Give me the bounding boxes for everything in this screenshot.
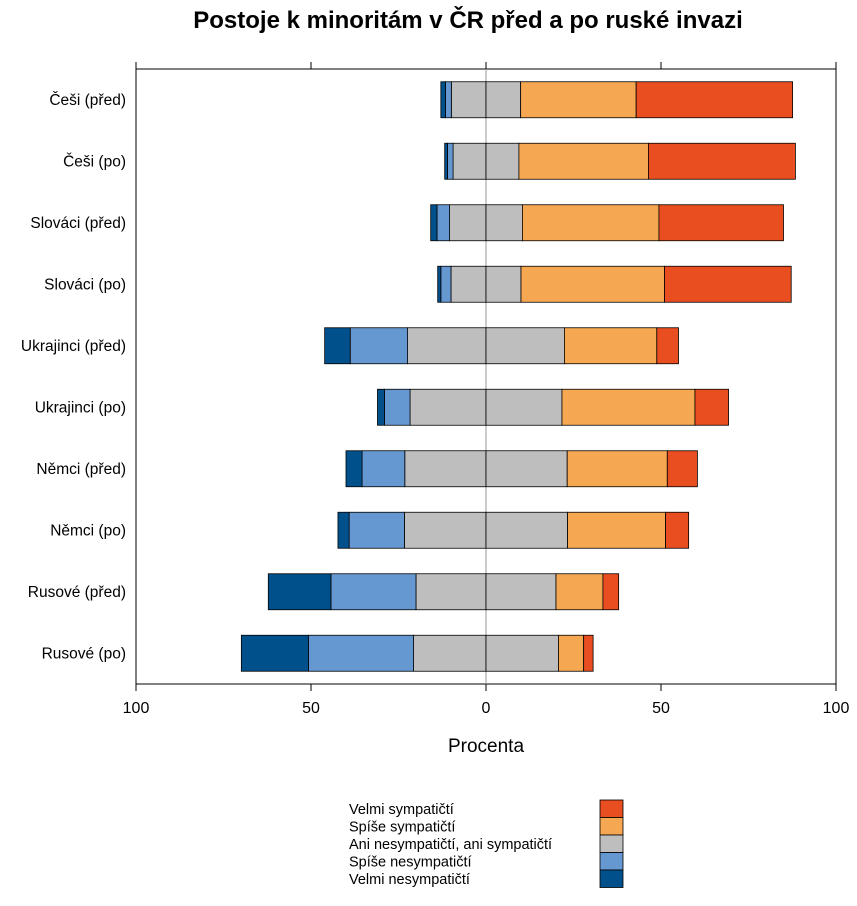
- x-tick-label: 0: [482, 700, 491, 717]
- category-label: Němci (před): [36, 461, 126, 478]
- bar-segment: [345, 450, 363, 488]
- x-tick-label: 50: [652, 700, 670, 717]
- category-label: Ukrajinci (před): [21, 338, 126, 355]
- bar-segment: [635, 81, 794, 119]
- category-label: Němci (po): [50, 522, 126, 539]
- bar-segment: [564, 327, 658, 365]
- bar-segment: [485, 204, 523, 242]
- bar-segment: [567, 511, 666, 549]
- legend-label: Velmi sympatičtí: [349, 802, 454, 818]
- bar-segment: [449, 204, 487, 242]
- plot-area: Češi (před) Češi (po) Slováci (před) Slovác…: [21, 62, 850, 717]
- bar-segment: [440, 265, 452, 303]
- bar-segment: [485, 450, 568, 488]
- bar-segment: [602, 573, 620, 611]
- legend-swatch: [599, 799, 624, 818]
- x-tick-label: 100: [123, 700, 150, 717]
- bar-segment: [520, 265, 665, 303]
- bar-segment: [267, 573, 332, 611]
- bar-segment: [407, 327, 487, 365]
- bar-segment: [694, 388, 729, 426]
- bar-segment: [444, 81, 452, 119]
- bar-segment: [485, 81, 522, 119]
- bar-segment: [558, 634, 585, 672]
- bar-segment: [658, 204, 784, 242]
- category-label: Ukrajinci (po): [35, 399, 126, 416]
- bar-segment: [444, 142, 448, 180]
- bar-segment: [485, 142, 520, 180]
- bar-segment: [436, 204, 450, 242]
- bar-segment: [450, 265, 487, 303]
- bar-segment: [566, 450, 668, 488]
- category-label: Rusové (po): [42, 645, 126, 662]
- legend-label: Velmi nesympatičtí: [349, 872, 470, 888]
- category-label: Češi (před): [49, 92, 126, 109]
- legend-label: Ani nesympatičtí, ani sympatičtí: [349, 837, 552, 853]
- bar-segment: [485, 511, 568, 549]
- bar-segment: [583, 634, 594, 672]
- bar-segment: [324, 327, 351, 365]
- bar-segment: [485, 388, 563, 426]
- bar-segment: [413, 634, 487, 672]
- bar-segment: [450, 81, 487, 119]
- category-label: Rusové (před): [28, 584, 126, 601]
- legend-swatch: [599, 852, 624, 871]
- bar-segment: [337, 511, 350, 549]
- bar-segment: [404, 511, 487, 549]
- bar-segment: [555, 573, 604, 611]
- category-label: Slováci (před): [30, 215, 126, 232]
- bar-segment: [522, 204, 660, 242]
- x-axis-label: Procenta: [448, 736, 524, 757]
- bar-segment: [561, 388, 696, 426]
- bar-segment: [656, 327, 679, 365]
- bar-segment: [308, 634, 414, 672]
- bar-segment: [440, 81, 446, 119]
- category-label: Slováci (po): [44, 276, 126, 293]
- x-tick-label: 100: [823, 700, 850, 717]
- legend-swatch: [599, 834, 624, 853]
- legend-swatch: [599, 869, 624, 888]
- x-tick-label: 50: [302, 700, 320, 717]
- bar-segment: [520, 81, 637, 119]
- bar-segment: [485, 573, 557, 611]
- legend-label: Spíše nesympatičtí: [349, 855, 472, 871]
- bar-segment: [330, 573, 417, 611]
- bar-segment: [437, 265, 442, 303]
- bar-segment: [415, 573, 487, 611]
- bar-segment: [361, 450, 406, 488]
- legend-swatch: [599, 817, 624, 836]
- bar-segment: [648, 142, 796, 180]
- bar-segment: [430, 204, 438, 242]
- bar-segment: [384, 388, 411, 426]
- bar-segment: [349, 327, 409, 365]
- bar-segment: [348, 511, 405, 549]
- bar-segment: [485, 327, 565, 365]
- legend-label: Spíše sympatičtí: [349, 820, 455, 836]
- bar-segment: [485, 265, 522, 303]
- bar-segment: [404, 450, 487, 488]
- bar-segment: [409, 388, 487, 426]
- bar-segment: [377, 388, 385, 426]
- bar-segment: [452, 142, 487, 180]
- chart-title: Postoje k minoritám v ČR před a po ruské…: [193, 6, 742, 34]
- bar-segment: [240, 634, 309, 672]
- bar-segment: [447, 142, 454, 180]
- bar-segment: [518, 142, 649, 180]
- category-label: Češi (po): [63, 153, 126, 170]
- bar-segment: [664, 265, 792, 303]
- bar-segment: [485, 634, 559, 672]
- bar-segment: [666, 450, 698, 488]
- bar-segment: [665, 511, 690, 549]
